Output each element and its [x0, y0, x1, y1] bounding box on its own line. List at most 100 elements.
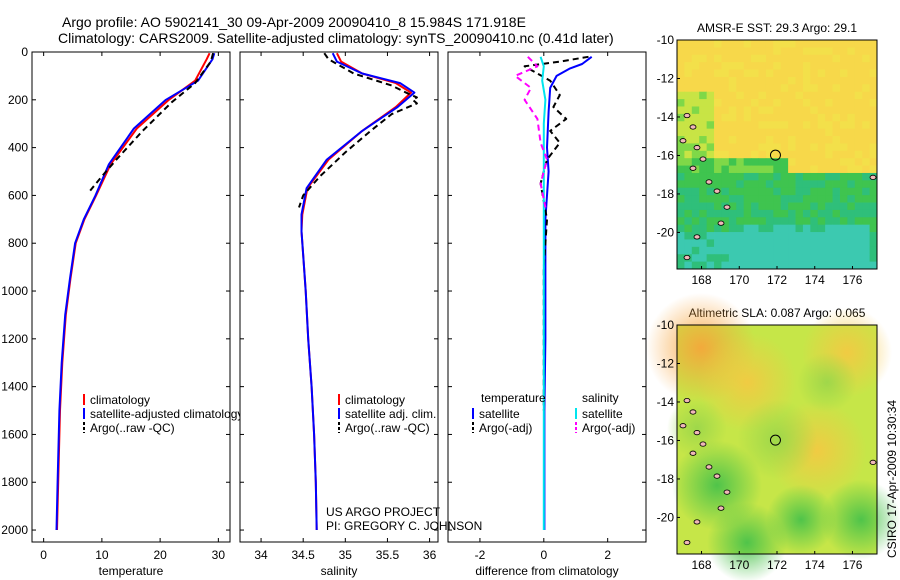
- sst-cell: [839, 232, 848, 240]
- sst-cell: [699, 232, 708, 240]
- plot-frame: [31, 51, 231, 543]
- sst-cell: [832, 121, 841, 130]
- sst-cell: [854, 54, 863, 63]
- y-tick-label: -20: [657, 510, 675, 524]
- sst-cell: [721, 136, 730, 144]
- sst-cell: [758, 62, 767, 70]
- sst-cell: [825, 136, 833, 144]
- sst-cell: [780, 99, 789, 107]
- sst-cell: [862, 106, 870, 115]
- sst-cell: [795, 172, 804, 181]
- sst-cell: [839, 143, 848, 152]
- sst-cell: [765, 246, 774, 255]
- sst-cell: [773, 158, 782, 166]
- sst-cell: [728, 246, 737, 255]
- sst-cell: [854, 246, 863, 255]
- series-line-satellite: [300, 52, 416, 531]
- sst-cell: [832, 239, 841, 248]
- sst-cell: [721, 187, 730, 196]
- sst-cell: [854, 40, 863, 48]
- sst-cell: [780, 84, 789, 93]
- sst-cell: [854, 121, 863, 130]
- sst-cell: [758, 84, 767, 93]
- sst-cell: [758, 172, 767, 181]
- temperature-panel: 0 10 20 30 0 200 400 600 800 1000 1200 1400 1600 1800…: [1, 45, 243, 578]
- sst-cell: [691, 128, 700, 137]
- sst-cell: [706, 202, 715, 211]
- sst-cell: [706, 239, 715, 248]
- sst-cell: [810, 47, 819, 56]
- sst-cell: [810, 54, 819, 63]
- sst-cell: [839, 195, 848, 203]
- sst-cell: [743, 217, 752, 226]
- sst-cell: [802, 54, 811, 63]
- sst-cell: [765, 106, 774, 115]
- sst-cell: [825, 224, 833, 233]
- sst-cell: [728, 261, 737, 270]
- sst-cell: [839, 158, 848, 166]
- sst-cell: [677, 54, 685, 63]
- island: [713, 473, 721, 479]
- sst-cell: [788, 54, 796, 63]
- sst-cell: [684, 40, 693, 48]
- sst-cell: [788, 254, 796, 263]
- sst-cell: [714, 62, 722, 70]
- sst-cell: [736, 261, 745, 270]
- sst-cell: [839, 217, 848, 226]
- sst-cell: [691, 62, 700, 70]
- y-tick-label: -20: [657, 225, 675, 239]
- sst-cell: [795, 202, 804, 211]
- sst-cell: [825, 232, 833, 240]
- sst-cell: [728, 54, 737, 63]
- sst-cell: [832, 150, 841, 159]
- sst-cell: [765, 172, 774, 181]
- sst-cell: [795, 217, 804, 226]
- sst-cell: [773, 150, 782, 159]
- sst-cell: [854, 84, 863, 93]
- sst-cell: [721, 261, 730, 270]
- sst-cell: [765, 195, 774, 203]
- sst-cell: [862, 187, 870, 196]
- sst-cell: [862, 232, 870, 240]
- sst-cell: [773, 76, 782, 85]
- sst-cell: [854, 143, 863, 152]
- sst-cell: [825, 106, 833, 115]
- sst-cell: [728, 143, 737, 152]
- sst-cell: [728, 195, 737, 203]
- sst-cell: [810, 246, 819, 255]
- sst-cell: [699, 99, 708, 107]
- sst-cell: [684, 172, 693, 181]
- sst-cell: [728, 84, 737, 93]
- sst-cell: [810, 69, 819, 78]
- sst-cell: [839, 113, 848, 122]
- sst-cell: [736, 99, 745, 107]
- y-tick-label: -14: [657, 110, 675, 124]
- sst-cell: [839, 106, 848, 115]
- sst-cell: [825, 172, 833, 181]
- sst-cell: [862, 195, 870, 203]
- sst-cell: [780, 172, 789, 181]
- sst-cell: [839, 224, 848, 233]
- sst-cell: [847, 232, 856, 240]
- sst-cell: [706, 47, 715, 56]
- legend-header-temperature: temperature: [481, 391, 546, 405]
- sst-cell: [728, 69, 737, 78]
- sst-cell: [773, 121, 782, 130]
- sst-cell: [825, 113, 833, 122]
- sst-cell: [825, 54, 833, 63]
- sla-blob: [766, 484, 836, 555]
- sst-cell: [765, 187, 774, 196]
- sst-cell: [817, 69, 826, 78]
- sst-cell: [751, 84, 759, 93]
- sst-cell: [802, 136, 811, 144]
- sst-cell: [788, 150, 796, 159]
- sst-cell: [706, 232, 715, 240]
- y-tick-label: 600: [8, 188, 28, 202]
- island: [689, 409, 697, 415]
- sst-cell: [788, 202, 796, 211]
- x-tick-label: 172: [767, 273, 787, 287]
- sst-cell: [691, 158, 700, 166]
- sst-cell: [758, 54, 767, 63]
- sst-cell: [862, 202, 870, 211]
- sst-cell: [788, 180, 796, 189]
